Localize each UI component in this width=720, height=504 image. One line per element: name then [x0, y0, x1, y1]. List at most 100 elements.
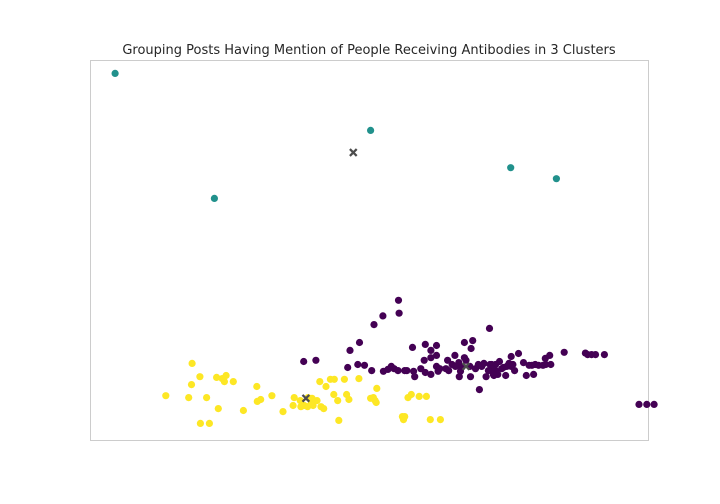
cluster-2-point — [220, 378, 228, 386]
cluster-0-point — [427, 370, 435, 378]
cluster-0-point — [460, 338, 468, 347]
cluster-2-point — [313, 397, 321, 405]
cluster-1-point — [210, 194, 218, 202]
cluster-2-point — [316, 378, 324, 386]
cluster-0-point — [344, 363, 352, 372]
cluster-0-point — [480, 359, 488, 367]
cluster-0-point — [485, 324, 494, 332]
cluster-0-point — [455, 373, 463, 381]
cluster-1-point — [111, 69, 119, 77]
cluster-0-point — [466, 373, 475, 381]
cluster-0-point — [354, 360, 362, 369]
cluster-2-point — [279, 408, 287, 416]
cluster-2-point — [340, 375, 348, 383]
cluster-2-point — [372, 398, 380, 407]
cluster-1-point — [507, 164, 515, 172]
cluster-2-point — [162, 392, 170, 400]
cluster-1-point — [367, 126, 375, 134]
cluster-0-point — [395, 309, 403, 317]
cluster-0-point — [312, 356, 320, 364]
cluster-2-point — [203, 394, 211, 402]
cluster-0-point — [519, 359, 528, 367]
cluster-0-point — [510, 367, 519, 375]
cluster-2-point — [196, 373, 204, 381]
cluster-0-point — [522, 371, 530, 380]
cluster-2-point — [322, 382, 330, 391]
cluster-0-point — [421, 368, 429, 377]
cluster-2-point — [407, 390, 415, 399]
cluster-0-point — [600, 351, 609, 359]
cluster-0-point — [410, 367, 418, 375]
cluster-0-point — [408, 343, 417, 351]
cluster-2-point — [185, 394, 193, 402]
cluster-2-point — [188, 359, 196, 367]
centroid-marker — [461, 362, 471, 371]
cluster-0-point — [502, 371, 510, 380]
cluster-2-point — [307, 400, 315, 408]
cluster-0-point — [370, 321, 378, 329]
cluster-2-point — [355, 375, 363, 383]
cluster-2-point — [222, 371, 230, 380]
cluster-2-point — [257, 395, 265, 404]
cluster-2-point — [401, 413, 409, 421]
cluster-0-point — [300, 357, 308, 366]
cluster-2-point — [196, 419, 204, 427]
chart-title: Grouping Posts Having Mention of People … — [122, 43, 616, 58]
cluster-0-point — [530, 370, 538, 378]
cluster-2-point — [289, 401, 297, 410]
cluster-0-point — [445, 367, 453, 375]
cluster-1-point — [552, 175, 561, 183]
cluster-0-point — [484, 367, 492, 375]
cluster-0-point — [451, 362, 459, 370]
cluster-0-point — [427, 346, 435, 354]
cluster-2-point — [205, 419, 213, 427]
cluster-0-point — [560, 348, 568, 356]
cluster-0-point — [509, 360, 517, 369]
cluster-2-point — [300, 401, 308, 410]
centroid-marker — [301, 394, 311, 403]
cluster-0-point — [451, 351, 459, 359]
cluster-0-point — [444, 356, 452, 364]
cluster-0-point — [635, 400, 643, 408]
cluster-0-point — [401, 367, 409, 375]
cluster-2-point — [253, 382, 261, 391]
cluster-0-point — [360, 361, 369, 369]
cluster-0-point — [467, 344, 475, 353]
cluster-0-point — [650, 400, 658, 408]
cluster-0-point — [489, 370, 497, 378]
cluster-0-point — [420, 356, 428, 364]
cluster-2-point — [214, 405, 222, 413]
cluster-2-point — [213, 373, 221, 381]
cluster-2-point — [426, 416, 434, 424]
cluster-0-point — [368, 367, 376, 375]
cluster-0-point — [394, 367, 402, 375]
cluster-2-point — [330, 375, 338, 383]
cluster-2-point — [187, 381, 196, 389]
cluster-0-point — [355, 338, 364, 347]
cluster-0-point — [507, 352, 515, 361]
cluster-0-point — [542, 360, 550, 369]
cluster-2-point — [320, 405, 328, 413]
cluster-2-point — [335, 416, 343, 424]
cluster-2-point — [330, 390, 338, 399]
cluster-2-point — [373, 384, 381, 392]
cluster-0-point — [434, 367, 442, 375]
cluster-0-point — [475, 386, 483, 394]
cluster-0-point — [514, 349, 523, 358]
cluster-0-point — [427, 354, 435, 362]
cluster-0-point — [346, 346, 354, 354]
cluster-2-point — [239, 406, 247, 415]
centroid-marker — [349, 148, 358, 157]
cluster-2-point — [422, 392, 430, 400]
cluster-0-point — [394, 296, 403, 304]
cluster-0-point — [591, 351, 600, 359]
cluster-2-point — [334, 397, 342, 405]
cluster-0-point — [432, 341, 441, 350]
cluster-0-point — [547, 360, 555, 369]
cluster-0-point — [432, 351, 441, 359]
cluster-0-point — [495, 357, 504, 366]
cluster-2-point — [415, 392, 423, 400]
points-layer — [111, 69, 658, 427]
cluster-2-point — [296, 397, 304, 405]
